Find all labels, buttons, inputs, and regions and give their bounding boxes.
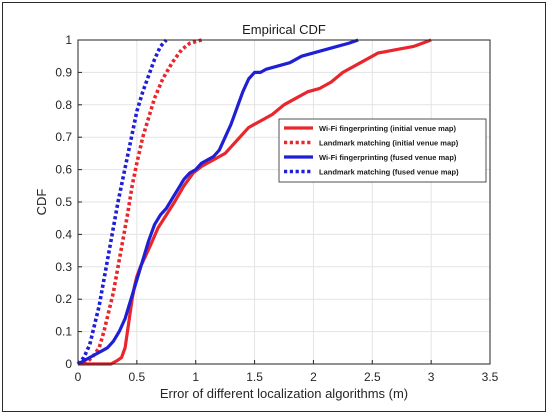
x-tick-label: 3.5 [482,370,499,384]
y-axis-title: CDF [34,189,49,216]
x-axis-title: Error of different localization algorith… [160,386,408,401]
y-tick-label: 1 [65,33,72,47]
x-tick-label: 0 [75,370,82,384]
legend-label-4: Landmark matching (fused venue map) [319,167,459,176]
legend-box [278,118,487,183]
x-tick-label: 3 [428,370,435,384]
legend-label-1: Wi-Fi fingerprinting (initial venue map) [319,124,457,133]
y-tick-label: 0.5 [55,195,72,209]
y-tick-label: 0 [65,357,72,371]
legend-label-2: Landmark matching (initial venue map) [319,138,459,147]
series-line-3 [77,38,359,366]
chart-title: Empirical CDF [242,22,326,37]
x-tick-label: 0.5 [129,370,146,384]
legend: Wi-Fi fingerprinting (initial venue map)… [278,118,487,183]
y-tick-label: 0.7 [55,130,72,144]
x-tick-label: 1.5 [246,370,263,384]
y-tick-label: 0.9 [55,65,72,79]
y-tick-label: 0.4 [55,227,72,241]
legend-label-3: Wi-Fi fingerprinting (fused venue map) [319,153,457,162]
series-line-2 [82,38,203,366]
x-tick-label: 2.5 [364,370,381,384]
y-tick-label: 0.6 [55,163,72,177]
x-tick-label: 2 [310,370,317,384]
series-line-4 [76,38,168,366]
y-tick-label: 0.2 [55,292,72,306]
y-tick-label: 0.3 [55,260,72,274]
series-layer [76,38,432,366]
ticks: 0 0.5 1 1.5 2 2.5 3 3.5 0 0.1 0.2 0.3 0.4 0.5 0.6 0.7 0.… [55,33,498,384]
grid [78,40,490,364]
y-tick-label: 0.1 [55,325,72,339]
y-tick-label: 0.8 [55,98,72,112]
x-tick-label: 1 [192,370,199,384]
